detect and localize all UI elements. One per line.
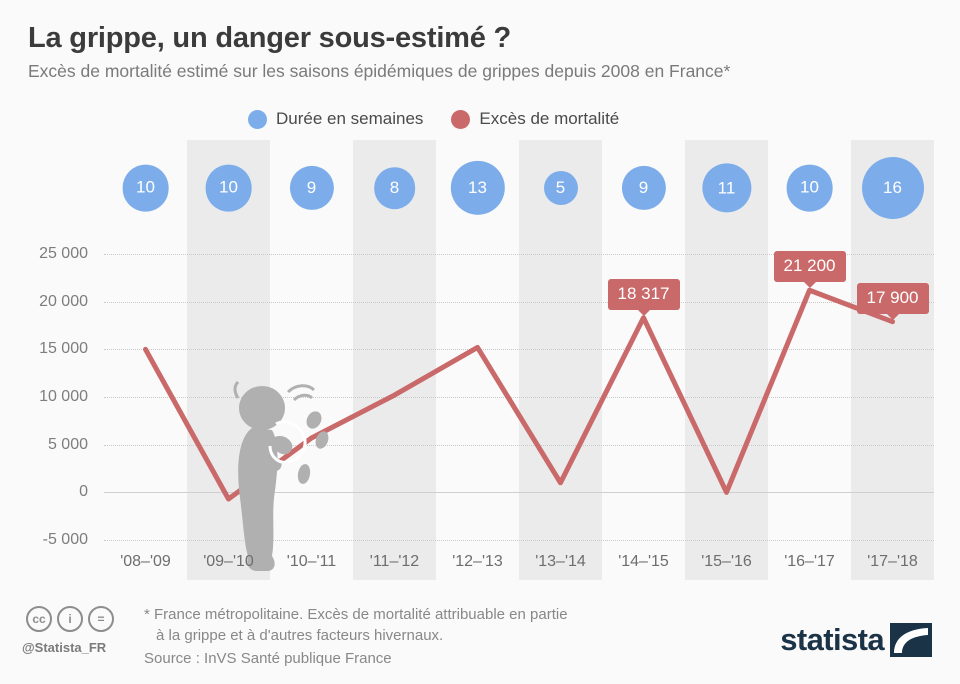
statista-handle: @Statista_FR [22,640,107,655]
chart-band [353,140,436,580]
statista-logo: statista [780,622,932,658]
creative-commons-badges: cc i = [26,606,114,632]
duration-bubble: 11 [701,163,752,213]
data-label-callout: 21 200 [773,251,846,289]
footer: cc i = @Statista_FR * France métropolita… [0,594,960,684]
duration-bubble: 10 [122,164,169,212]
y-axis-tick-label: 0 [79,483,88,501]
footnote: * France métropolitaine. Excès de mortal… [144,604,568,646]
chart-band [519,140,602,580]
y-axis-tick-label: 20 000 [39,292,88,310]
chart-gridlines [0,140,960,580]
gridline [104,492,934,494]
y-axis-tick-label: -5 000 [42,531,88,548]
gridline [104,301,934,303]
duration-bubble: 5 [543,171,578,205]
duration-bubble: 13 [450,160,505,216]
statista-mark-icon [890,623,932,657]
x-axis-tick-label: '17–'18 [867,553,918,570]
duration-bubble: 9 [289,165,334,211]
x-axis-labels: '08–'09 '09–'10 '10–'11 '11–'12 '12–'13 '13–'… [0,545,960,581]
legend-dot-red-icon [451,109,471,129]
legend-label-exces: Excès de mortalité [479,109,620,128]
chart-band [685,140,768,580]
duration-bubble: 10 [786,164,833,212]
y-axis-labels: 25 000 20 000 15 000 10 000 5 000 0 -5 000 [0,140,96,580]
x-axis-tick-label: '15–'16 [701,553,752,570]
gridline [104,397,934,398]
y-axis-tick-label: 15 000 [39,340,88,358]
attribution-icon: i [57,606,83,632]
chart-background-bands [0,140,960,580]
footnote-line-2: à la grippe et à d'autres facteurs hiver… [156,627,444,644]
data-label-callout: 18 317 [607,278,680,316]
statista-logo-text: statista [780,622,884,657]
duration-bubble: 16 [861,157,924,219]
no-derivatives-icon: = [88,606,114,632]
y-axis-tick-label: 10 000 [39,388,88,405]
x-axis-tick-label: '09–'10 [203,553,254,570]
data-label-callout: 17 900 [856,282,929,320]
y-axis-tick-label: 25 000 [39,245,88,262]
duration-bubble: 10 [205,164,252,212]
legend-item-exces: Excès de mortalité [451,109,619,129]
x-axis-tick-label: '16–'17 [784,553,835,570]
chart-legend: Durée en semaines Excès de mortalité [248,109,619,129]
page-title: La grippe, un danger sous-estimé ? [28,22,512,54]
y-axis-tick-label: 5 000 [47,435,88,453]
sneezing-person-icon [233,380,329,571]
duration-bubble: 9 [621,165,666,211]
footnote-line-1: * France métropolitaine. Excès de mortal… [144,606,568,623]
x-axis-tick-label: '12–'13 [452,553,503,570]
chart-area: 25 000 20 000 15 000 10 000 5 000 0 -5 000 [0,140,960,580]
x-axis-tick-label: '13–'14 [535,553,586,570]
legend-label-duree: Durée en semaines [276,109,424,128]
gridline [104,540,934,541]
source-text: Source : InVS Santé publique France [144,650,392,667]
cc-icon: cc [26,606,52,632]
legend-dot-blue-icon [248,109,267,129]
duration-bubbles: 10 10 9 8 13 5 9 11 10 16 [0,148,960,224]
x-axis-tick-label: '10–'11 [286,553,337,570]
gridline [104,444,934,446]
gridline [104,254,934,255]
x-axis-tick-label: '14–'15 [618,553,669,570]
gridline [104,349,934,351]
legend-item-duree: Durée en semaines [248,109,423,129]
x-axis-tick-label: '08–'09 [120,553,171,570]
x-axis-tick-label: '11–'12 [369,553,420,570]
duration-bubble: 8 [373,167,416,209]
page-subtitle: Excès de mortalité estimé sur les saison… [28,61,731,81]
